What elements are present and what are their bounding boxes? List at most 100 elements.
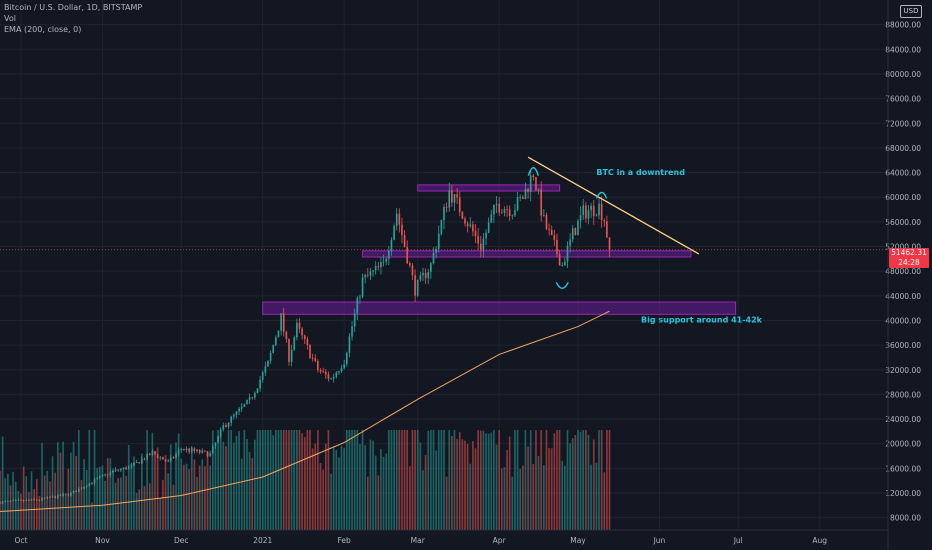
candle-body (177, 450, 180, 454)
volume-bar (398, 430, 401, 530)
candle-body (550, 229, 553, 236)
time-axis[interactable]: Oct Nov Dec 2021 Feb Mar Apr May Jun Jul Aug (0, 529, 888, 545)
candle-body (414, 275, 416, 296)
candle-body (62, 493, 64, 496)
volume-bar (99, 466, 101, 530)
volume-bar (571, 438, 574, 530)
candle-body (324, 371, 327, 375)
candle-body (327, 374, 330, 379)
candle-body (472, 224, 474, 232)
volume-bar (162, 479, 164, 530)
price-tick-label: 56000.00 (885, 218, 921, 227)
candle-body (91, 483, 93, 484)
candle-body (398, 213, 401, 225)
volume-bar (301, 433, 303, 530)
candle-body (553, 235, 556, 240)
candle-body (303, 335, 306, 340)
volume-bar (240, 458, 243, 530)
candle-body (482, 238, 485, 251)
candle-body (22, 499, 25, 502)
volume-bar (22, 466, 25, 530)
volume-indicator-label[interactable]: Vol (4, 14, 16, 23)
candle-body (164, 459, 167, 462)
candle-body (590, 205, 592, 211)
volume-bar (303, 437, 306, 530)
candle-body (51, 496, 54, 498)
volume-bar (469, 463, 472, 530)
candle-body (269, 352, 272, 361)
ema-indicator-label[interactable]: EMA (200, close, 0) (4, 25, 82, 34)
volume-bar (183, 464, 185, 530)
candle-body (88, 483, 91, 487)
price-tick-label: 64000.00 (885, 169, 921, 178)
price-tick-label: 20000.00 (885, 440, 921, 449)
volume-bar (269, 430, 272, 530)
volume-bar (156, 447, 159, 530)
candle-body (46, 496, 49, 499)
top-arc-marker (595, 191, 608, 199)
candle-body (290, 349, 293, 362)
volume-bar (135, 492, 138, 530)
volume-bar (96, 467, 99, 530)
time-tick-label: May (570, 536, 586, 545)
candle-body (148, 453, 151, 456)
volume-bar (390, 430, 393, 530)
candle-body (406, 247, 409, 264)
candle-body (409, 263, 411, 266)
candle-body (564, 261, 566, 266)
support-zone (262, 301, 737, 315)
volume-bar (141, 453, 143, 530)
volume-bar (319, 463, 322, 530)
candle-body (141, 459, 143, 464)
candle-body (41, 498, 43, 501)
volume-bar (500, 468, 503, 530)
candle-body (393, 225, 395, 240)
volume-bar (185, 463, 188, 530)
volume-bar (282, 430, 285, 530)
candle-body (506, 209, 508, 210)
volume-bar (493, 430, 495, 530)
candle-body (556, 239, 558, 255)
volume-bar (574, 434, 577, 530)
volume-bar (62, 441, 64, 530)
volume-bar (4, 478, 7, 530)
volume-bar (130, 463, 133, 530)
volume-bar (167, 473, 169, 530)
candle-body (193, 448, 196, 451)
candle-body (112, 470, 114, 473)
candle-body (411, 265, 414, 276)
candle-body (38, 500, 41, 502)
volume-bar (204, 466, 206, 530)
volume-bar (264, 430, 267, 530)
volume-bar (506, 450, 508, 530)
volume-bar (380, 448, 382, 530)
volume-bar (233, 442, 235, 530)
volume-bar (290, 430, 293, 530)
volume-bar (78, 430, 80, 530)
price-axis[interactable]: 8000.00 12000.00 16000.00 20000.00 24000.00 2… (885, 0, 921, 550)
volume-bar (511, 476, 514, 530)
candle-body (474, 231, 477, 237)
volume-bar (41, 442, 43, 530)
candle-body (285, 331, 288, 340)
volume-bar (49, 481, 51, 530)
volume-bar (324, 443, 327, 530)
volume-bar (382, 456, 385, 530)
support-zone (417, 184, 561, 192)
candle-body (30, 499, 33, 501)
candle-body (543, 215, 545, 216)
candle-body (99, 476, 101, 479)
volume-bar (91, 502, 93, 530)
price-tick-label: 12000.00 (885, 489, 921, 498)
volume-bar (424, 455, 427, 530)
volume-bar (466, 443, 469, 530)
symbol-title[interactable]: Bitcoin / U.S. Dollar, 1D, BITSTAMP (4, 3, 143, 12)
candle-body (529, 175, 532, 192)
candle-body (217, 436, 219, 443)
candle-body (338, 370, 340, 373)
candle-body (608, 237, 611, 250)
volume-bar (474, 448, 477, 530)
volume-bar (104, 481, 106, 530)
currency-badge[interactable]: USD (900, 5, 922, 18)
